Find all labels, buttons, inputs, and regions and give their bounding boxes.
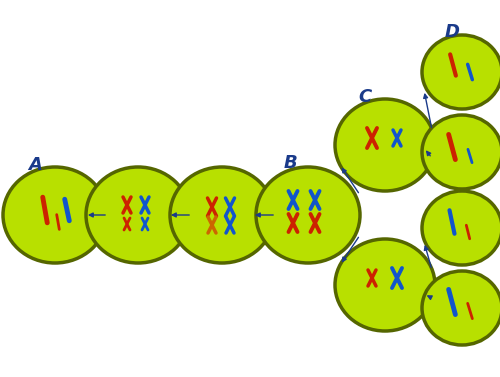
Text: C: C [358,88,372,106]
Ellipse shape [422,271,500,345]
Ellipse shape [256,167,360,263]
Ellipse shape [170,167,274,263]
Ellipse shape [3,167,107,263]
Ellipse shape [422,35,500,109]
Text: A: A [28,156,42,174]
Ellipse shape [86,167,190,263]
Text: D: D [444,23,460,41]
Ellipse shape [422,191,500,265]
Ellipse shape [335,99,435,191]
Ellipse shape [422,115,500,189]
Text: B: B [283,154,297,172]
Ellipse shape [335,239,435,331]
